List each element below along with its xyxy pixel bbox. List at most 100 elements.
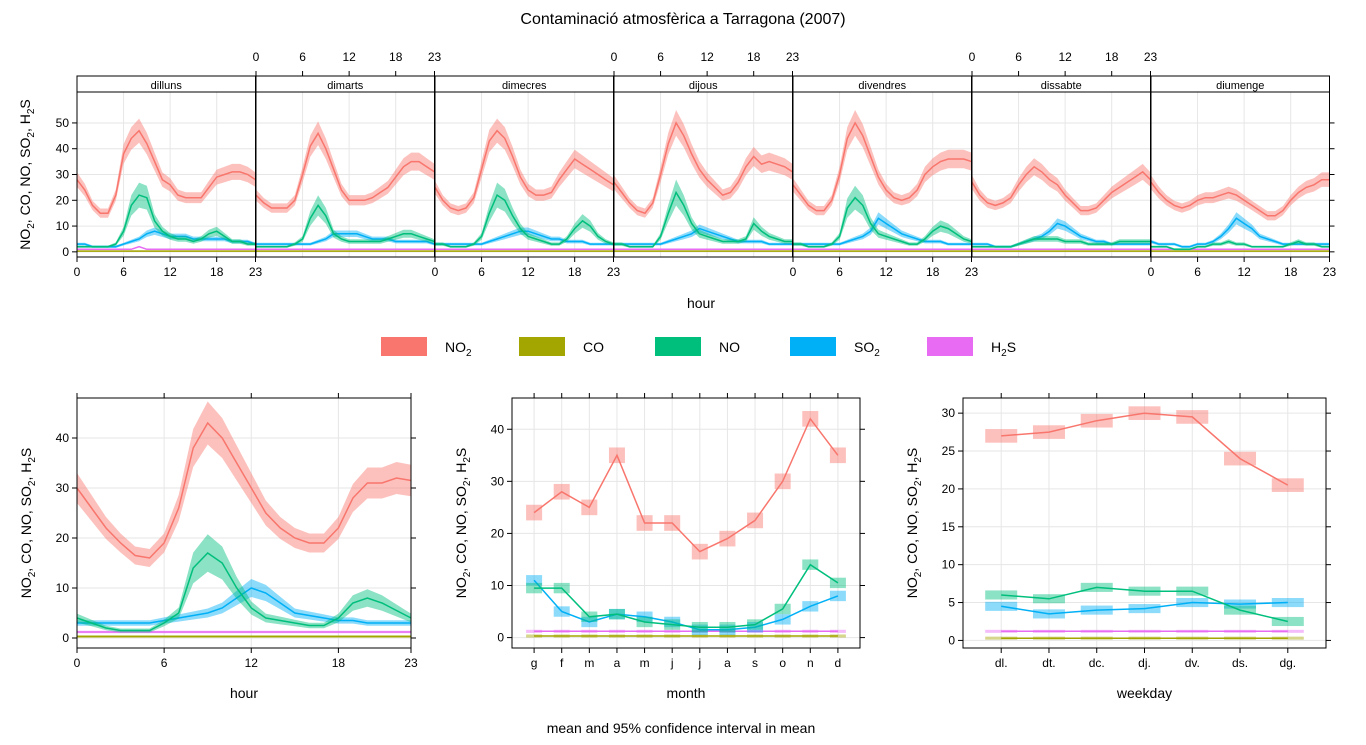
ci-band-so2 <box>972 218 1151 248</box>
series-line-no <box>793 196 972 248</box>
x-tick-label: dl. <box>995 656 1008 670</box>
y-tick-label: 10 <box>942 558 956 572</box>
ci-box-h2s <box>526 629 543 633</box>
strip-label: dijous <box>689 80 718 92</box>
x-tick-label: s <box>752 656 758 670</box>
strip-label: dilluns <box>151 80 183 92</box>
y-label-part: , H <box>904 463 920 481</box>
x-tick-label: 12 <box>342 50 356 64</box>
y-label-part: 2 <box>26 223 37 229</box>
series-line-no <box>972 238 1151 248</box>
x-tick-label: m <box>584 656 594 670</box>
strip-label: dissabte <box>1041 80 1082 92</box>
series-line-no <box>435 193 614 248</box>
y-label-part: 2 <box>27 571 38 577</box>
legend-swatch <box>519 337 565 356</box>
y-tick-label: 0 <box>62 245 69 259</box>
y-label-part: 2 <box>462 571 473 577</box>
y-tick-label: 30 <box>56 481 70 495</box>
y-label-part: , H <box>453 463 469 481</box>
x-tick-label: dj. <box>1138 656 1151 670</box>
x-tick-label: dg. <box>1279 656 1296 670</box>
series-line-no2 <box>613 121 793 215</box>
legend-item-h2s: H2S <box>927 337 1016 359</box>
y-tick-label: 10 <box>491 579 505 593</box>
y-label-part: NO <box>17 229 33 250</box>
y-tick-label: 40 <box>56 431 70 445</box>
x-axis-label: hour <box>687 295 715 311</box>
series-line-no <box>77 194 256 248</box>
x-tick-label: 12 <box>1237 265 1251 279</box>
x-tick-label: dt. <box>1042 656 1055 670</box>
y-label-part: S <box>453 448 469 457</box>
y-label-part: 2 <box>462 480 473 486</box>
ci-band-so2 <box>77 227 256 248</box>
series-line-no2 <box>434 129 614 212</box>
x-tick-label: 0 <box>969 50 976 64</box>
legend-swatch <box>381 337 427 356</box>
x-tick-label: 12 <box>879 265 893 279</box>
y-label-part: S <box>904 448 920 457</box>
ci-band-so2 <box>793 212 972 246</box>
y-label-part: NO <box>453 577 469 598</box>
series-line-no2 <box>255 131 435 209</box>
strip-label: dimarts <box>327 80 364 92</box>
x-tick-label: n <box>807 656 814 670</box>
y-label-part: , H <box>17 114 33 132</box>
panel-dijous: dijous 0 6 12 18 23 <box>611 50 799 258</box>
ci-band-no2 <box>77 118 256 218</box>
x-tick-label: 0 <box>74 265 81 279</box>
x-tick-label: f <box>560 656 564 670</box>
x-tick-label: 6 <box>657 50 664 64</box>
y-label-part: 2 <box>26 132 37 138</box>
legend-swatch <box>790 337 836 356</box>
legend-item-so2: SO2 <box>790 337 880 359</box>
series-line-so2 <box>1001 601 1288 615</box>
x-tick-label: dc. <box>1089 656 1105 670</box>
x-axis-label: month <box>667 685 706 701</box>
ci-box-h2s <box>829 629 846 633</box>
series-line-no <box>1151 240 1330 251</box>
series-line-so2 <box>77 587 411 624</box>
y-tick-label: 20 <box>491 526 505 540</box>
x-axis-label: hour <box>230 685 258 701</box>
x-tick-label: 6 <box>1015 50 1022 64</box>
ci-band-no2 <box>1151 172 1330 221</box>
x-tick-label: 12 <box>1058 50 1072 64</box>
x-tick-label: 6 <box>299 50 306 64</box>
y-tick-label: 5 <box>948 596 955 610</box>
ci-band-no <box>77 182 256 248</box>
series-line-no2 <box>971 165 1152 212</box>
x-tick-label: 0 <box>1148 265 1155 279</box>
y-tick-label: 0 <box>62 631 69 645</box>
x-tick-label: 12 <box>521 265 535 279</box>
ci-box-co <box>829 634 846 638</box>
y-label-part: 2 <box>462 457 473 463</box>
legend-label: SO2 <box>854 339 880 359</box>
series-line-no2 <box>1001 412 1289 486</box>
x-tick-label: 18 <box>1105 50 1119 64</box>
y-label-part: 2 <box>913 457 924 463</box>
panel-divendres: divendres 0 6 12 18 23 <box>790 75 978 279</box>
y-axis-label: NO2, CO, NO, SO2, H2S <box>904 448 924 599</box>
y-label-part: 2 <box>26 108 37 114</box>
series-line-no <box>76 552 412 632</box>
legend-label-sub: 2 <box>874 348 880 359</box>
x-tick-label: 23 <box>1323 265 1337 279</box>
panel-dimecres: dimecres 0 6 12 18 23 <box>432 75 620 279</box>
ci-box-no2 <box>1271 478 1304 492</box>
y-label-part: 2 <box>27 480 38 486</box>
y-tick-label: 10 <box>56 581 70 595</box>
x-tick-label: d <box>835 656 842 670</box>
y-tick-label: 20 <box>56 531 70 545</box>
strip-label: dimecres <box>502 80 547 92</box>
y-tick-label: 40 <box>56 142 70 156</box>
y-axis-label: NO2, CO, NO, SO2, H2S <box>17 99 37 250</box>
x-tick-label: j <box>697 656 701 670</box>
ci-band-no2 <box>793 110 972 216</box>
x-tick-label: 23 <box>404 656 418 670</box>
y-tick-label: 10 <box>56 219 70 233</box>
